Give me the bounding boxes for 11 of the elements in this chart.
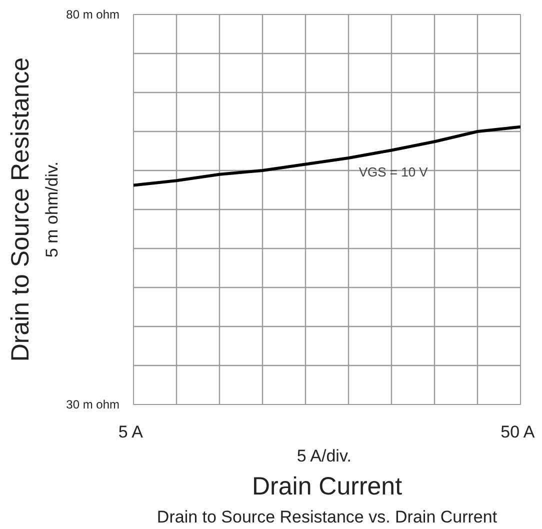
y-tick-label: 80 m ohm xyxy=(66,8,120,22)
y-axis-title: Drain to Source Resistance xyxy=(6,57,34,362)
text: 5 A/div. xyxy=(296,446,352,466)
x-axis-title: Drain Current xyxy=(252,472,402,500)
text: 5 m ohm/div. xyxy=(42,161,62,258)
x-tick-label: 50 A xyxy=(500,422,536,442)
y-tick-label: 30 m ohm xyxy=(66,398,120,412)
text: Drain to Source Resistance vs. Drain Current xyxy=(156,508,498,526)
x-tick-label: 5 A xyxy=(118,422,144,442)
line-series xyxy=(134,125,520,187)
series-label: VGS = 10 V xyxy=(358,164,428,180)
